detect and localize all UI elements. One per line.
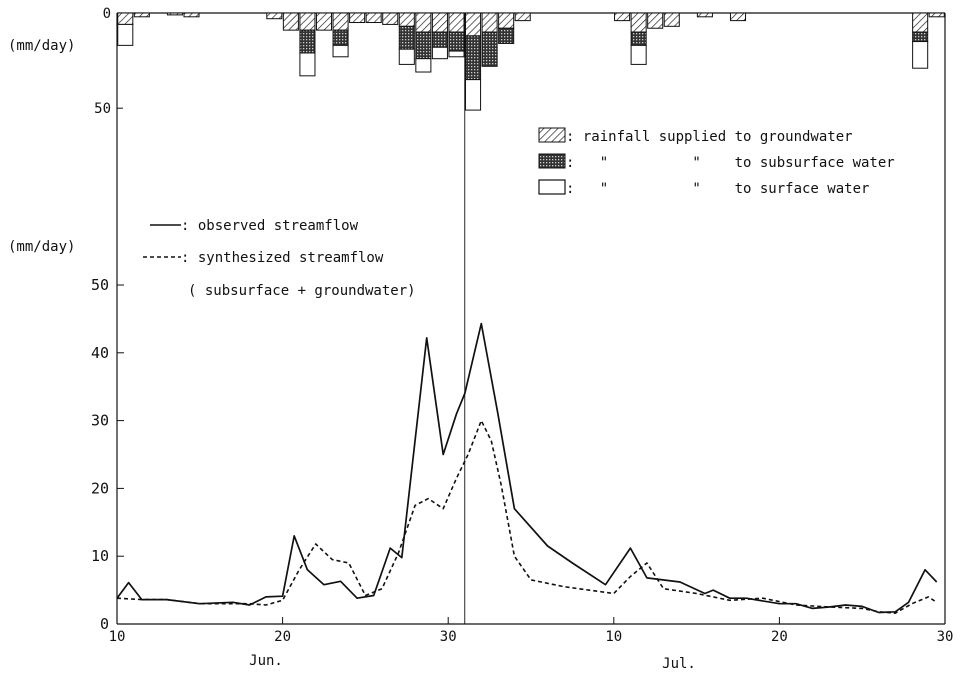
x-tick-label-1: 20 xyxy=(274,629,291,645)
rain-bar-groundwater-2 xyxy=(166,12,183,16)
rain-bar-subsurface-8 xyxy=(332,29,349,46)
rain-bar-subsurface-12 xyxy=(398,25,415,50)
x-tick-label-5: 30 xyxy=(937,629,954,645)
series-line-observed xyxy=(116,322,938,614)
rain-bar-groundwater-22 xyxy=(647,12,664,29)
rain-bar-subsurface-14 xyxy=(431,31,448,48)
rain-bar-groundwater-24 xyxy=(696,12,713,18)
rain-bar-groundwater-1 xyxy=(133,12,150,18)
legend-label-observed: : observed streamflow xyxy=(181,218,359,234)
rain-bar-subsurface-18 xyxy=(498,27,515,44)
legend-label-groundwater: : rainfall supplied to groundwater xyxy=(566,129,853,145)
rain-bar-groundwater-16 xyxy=(465,12,482,37)
rain-bar-surface-14 xyxy=(431,46,448,60)
legend-label-subsurface: : " " to subsurface water xyxy=(566,155,895,171)
flow-tick-label-0: 0 xyxy=(100,615,109,633)
rain-tick-label-1: 50 xyxy=(94,101,111,117)
rain-bar-groundwater-13 xyxy=(415,12,432,33)
flow-tick-label-4: 40 xyxy=(91,344,109,362)
flow-legend: : observed streamflow : synthesized stre… xyxy=(143,218,416,299)
rain-bar-groundwater-8 xyxy=(332,12,349,31)
rain-bars xyxy=(117,12,945,111)
rain-bar-groundwater-3 xyxy=(183,12,200,18)
flow-tick-label-2: 20 xyxy=(91,479,109,497)
rain-bar-surface-12 xyxy=(398,48,415,65)
rain-bar-groundwater-27 xyxy=(928,12,945,18)
month-label-jun: Jun. xyxy=(249,653,283,669)
streamflow-lines xyxy=(116,322,938,615)
rain-bar-surface-26 xyxy=(912,41,929,69)
x-tick-label-4: 20 xyxy=(771,629,788,645)
rain-bar-subsurface-17 xyxy=(481,31,498,67)
rain-bar-groundwater-17 xyxy=(481,12,498,33)
rain-bar-groundwater-11 xyxy=(382,12,399,25)
rain-bar-groundwater-19 xyxy=(514,12,531,22)
rain-bar-groundwater-14 xyxy=(431,12,448,33)
rain-bar-groundwater-9 xyxy=(349,12,366,24)
rain-bar-groundwater-10 xyxy=(365,12,382,24)
flow-tick-label-5: 50 xyxy=(91,276,109,294)
flow-axis-ylabel: (mm/day) xyxy=(8,239,75,255)
flow-tick-label-3: 30 xyxy=(91,412,109,430)
legend-swatch-surface xyxy=(538,179,566,195)
rain-bar-surface-13 xyxy=(415,58,432,73)
rain-axis-ylabel: (mm/day) xyxy=(8,38,75,54)
x-tick-label-0: 10 xyxy=(109,629,126,645)
x-tick-label-3: 10 xyxy=(605,629,622,645)
rain-bar-subsurface-21 xyxy=(630,31,647,46)
rain-bar-surface-21 xyxy=(630,44,647,65)
rain-bar-groundwater-21 xyxy=(630,12,647,33)
month-label-jul: Jul. xyxy=(662,656,696,672)
rain-bar-groundwater-0 xyxy=(117,12,134,25)
rain-bar-groundwater-20 xyxy=(614,12,631,22)
flow-tick-label-1: 10 xyxy=(91,547,109,565)
legend-swatch-groundwater xyxy=(538,127,566,143)
x-tick-label-2: 30 xyxy=(440,629,457,645)
rain-bar-groundwater-26 xyxy=(912,12,929,33)
rain-bar-groundwater-5 xyxy=(282,12,299,31)
rain-bar-subsurface-15 xyxy=(448,31,465,52)
rain-bar-surface-15 xyxy=(448,50,465,58)
rain-bar-surface-16 xyxy=(465,79,482,111)
rain-bar-groundwater-25 xyxy=(729,12,747,22)
legend-label-synthesized: : synthesized streamflow xyxy=(181,250,384,266)
rain-bar-groundwater-4 xyxy=(266,12,283,20)
rain-bar-surface-8 xyxy=(332,44,349,58)
legend-swatch-subsurface xyxy=(538,153,566,169)
rain-bar-surface-0 xyxy=(117,23,134,46)
series-line-synthesized xyxy=(116,419,938,615)
rain-legend: : rainfall supplied to groundwater : " "… xyxy=(538,127,895,197)
legend-label-surface: : " " to surface water xyxy=(566,181,869,197)
rain-bar-groundwater-23 xyxy=(663,12,680,27)
rain-bar-groundwater-15 xyxy=(448,12,465,33)
flow-axis-ticks: 0 10 20 30 40 50 xyxy=(91,276,124,633)
rain-bar-groundwater-6 xyxy=(299,12,316,31)
rain-bar-subsurface-6 xyxy=(299,29,316,54)
rain-tick-label-0: 0 xyxy=(103,6,111,22)
rain-bar-groundwater-12 xyxy=(398,12,415,27)
rain-bar-groundwater-7 xyxy=(315,12,333,31)
rain-bar-groundwater-18 xyxy=(498,12,515,29)
legend-label-note: ( subsurface + groundwater) xyxy=(188,283,416,299)
rain-bar-subsurface-26 xyxy=(912,31,929,43)
rain-bar-subsurface-16 xyxy=(465,35,482,81)
rain-bar-subsurface-13 xyxy=(415,31,432,60)
x-axis-ticks: 10 20 30 10 20 30 xyxy=(109,617,954,645)
rain-axis-ticks: 0 50 xyxy=(94,6,123,117)
rain-bar-surface-6 xyxy=(299,52,316,77)
